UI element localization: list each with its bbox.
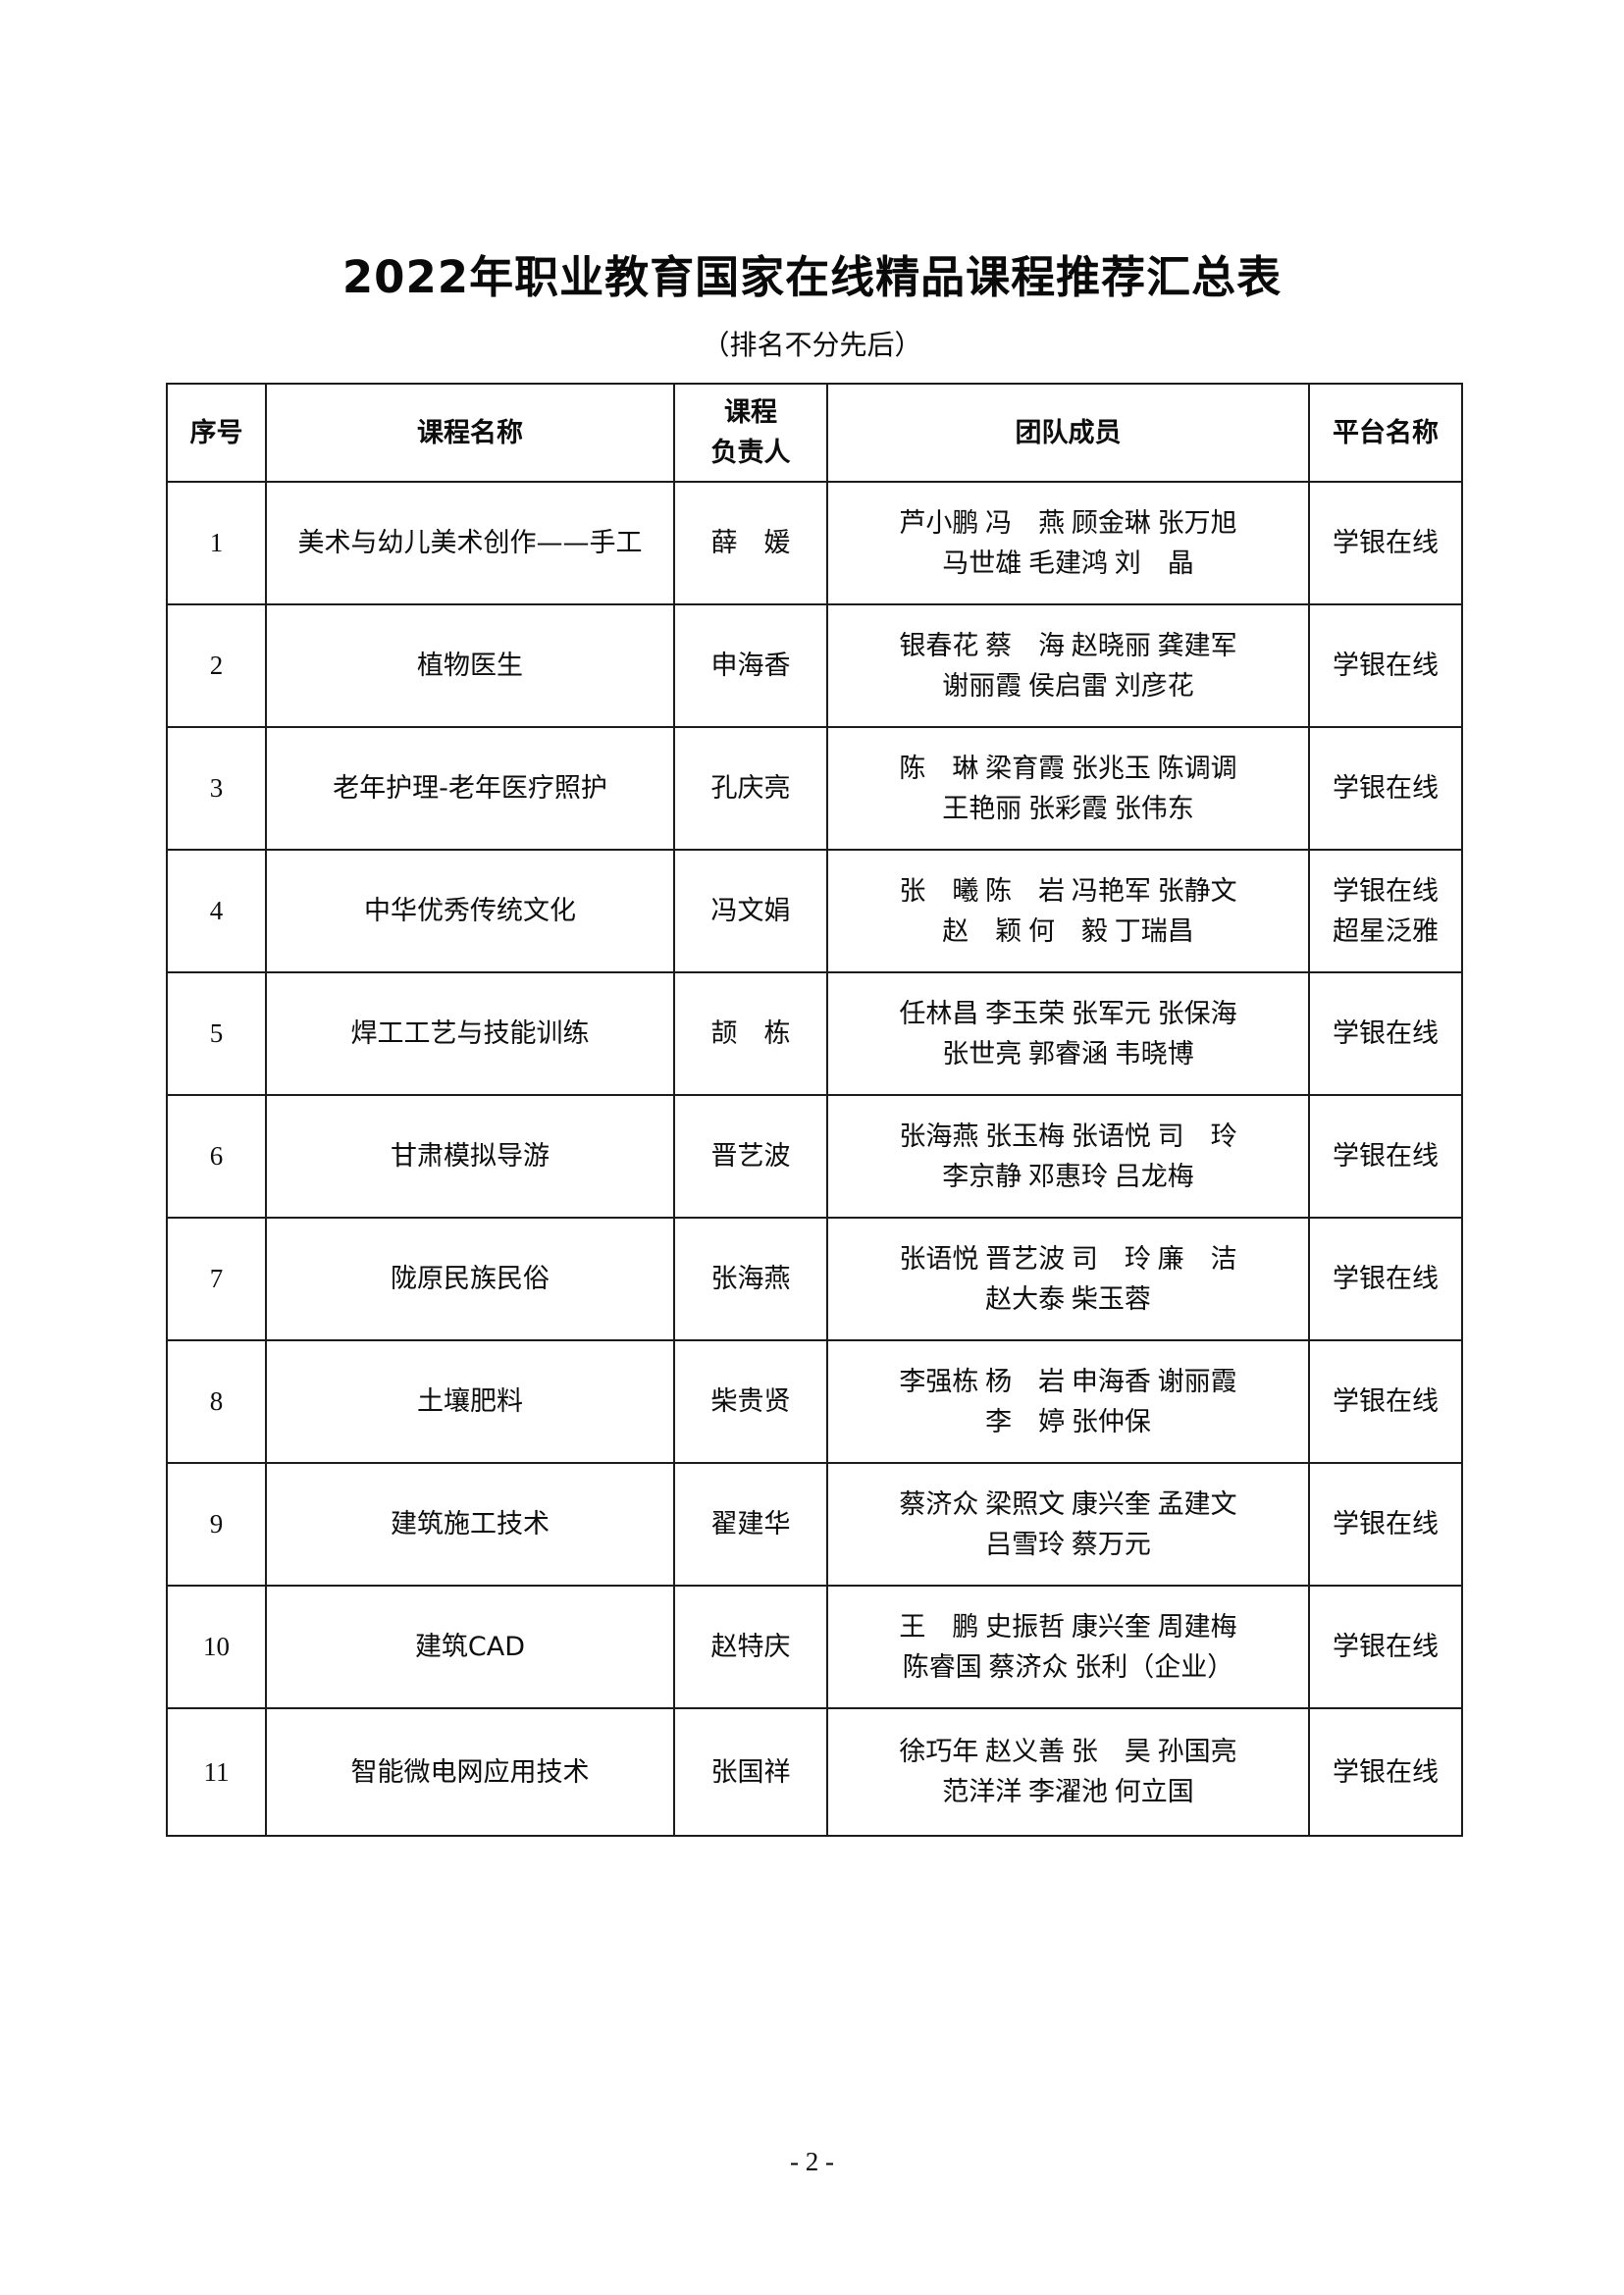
header-course-name: 课程名称 — [265, 383, 675, 483]
table-row: 5 焊工工艺与技能训练 颉 栋 任林昌 李玉荣 张军元 张保海 张世亮 郭睿涵 … — [166, 971, 1463, 1096]
platform-name: 学银在线 — [1308, 1339, 1463, 1464]
table-row: 2 植物医生 申海香 银春花 蔡 海 赵晓丽 龚建军 谢丽霞 侯启雷 刘彦花 学… — [166, 603, 1463, 728]
table-row: 4 中华优秀传统文化 冯文娟 张 曦 陈 岩 冯艳军 张静文 赵 颖 何 毅 丁… — [166, 849, 1463, 973]
row-no: 7 — [166, 1217, 267, 1341]
course-leader: 申海香 — [673, 603, 828, 728]
course-leader: 翟建华 — [673, 1462, 828, 1587]
course-name: 植物医生 — [265, 603, 675, 728]
platform-name: 学银在线 — [1308, 1094, 1463, 1219]
course-name: 甘肃模拟导游 — [265, 1094, 675, 1219]
course-name: 陇原民族民俗 — [265, 1217, 675, 1341]
platform-name: 学银在线 — [1308, 1585, 1463, 1709]
header-platform-name: 平台名称 — [1308, 383, 1463, 483]
table-row: 11 智能微电网应用技术 张国祥 徐巧年 赵义善 张 昊 孙国亮 范洋洋 李濯池… — [166, 1707, 1463, 1837]
row-no: 6 — [166, 1094, 267, 1219]
team-members: 张语悦 晋艺波 司 玲 廉 洁 赵大泰 柴玉蓉 — [826, 1217, 1310, 1341]
course-leader: 赵特庆 — [673, 1585, 828, 1709]
course-name: 建筑CAD — [265, 1585, 675, 1709]
table-header-row: 序号 课程名称 课程 负责人 团队成员 平台名称 — [166, 383, 1463, 483]
platform-name: 学银在线 — [1308, 603, 1463, 728]
row-no: 1 — [166, 481, 267, 605]
course-name: 美术与幼儿美术创作——手工 — [265, 481, 675, 605]
team-members: 任林昌 李玉荣 张军元 张保海 张世亮 郭睿涵 韦晓博 — [826, 971, 1310, 1096]
team-members: 李强栋 杨 岩 申海香 谢丽霞 李 婷 张仲保 — [826, 1339, 1310, 1464]
course-name: 智能微电网应用技术 — [265, 1707, 675, 1837]
row-no: 9 — [166, 1462, 267, 1587]
course-leader: 张国祥 — [673, 1707, 828, 1837]
course-name: 土壤肥料 — [265, 1339, 675, 1464]
header-team-members: 团队成员 — [826, 383, 1310, 483]
row-no: 10 — [166, 1585, 267, 1709]
row-no: 11 — [166, 1707, 267, 1837]
platform-name: 学银在线 — [1308, 1217, 1463, 1341]
platform-name: 学银在线 超星泛雅 — [1308, 849, 1463, 973]
course-name: 老年护理-老年医疗照护 — [265, 726, 675, 851]
row-no: 8 — [166, 1339, 267, 1464]
row-no: 4 — [166, 849, 267, 973]
team-members: 银春花 蔡 海 赵晓丽 龚建军 谢丽霞 侯启雷 刘彦花 — [826, 603, 1310, 728]
course-leader: 孔庆亮 — [673, 726, 828, 851]
row-no: 3 — [166, 726, 267, 851]
course-leader: 柴贵贤 — [673, 1339, 828, 1464]
course-name: 焊工工艺与技能训练 — [265, 971, 675, 1096]
table-row: 3 老年护理-老年医疗照护 孔庆亮 陈 琳 梁育霞 张兆玉 陈调调 王艳丽 张彩… — [166, 726, 1463, 851]
team-members: 王 鹏 史振哲 康兴奎 周建梅 陈睿国 蔡济众 张利（企业） — [826, 1585, 1310, 1709]
course-leader: 张海燕 — [673, 1217, 828, 1341]
course-leader: 颉 栋 — [673, 971, 828, 1096]
page-subtitle: （排名不分先后） — [702, 331, 922, 361]
table-row: 1 美术与幼儿美术创作——手工 薛 媛 芦小鹏 冯 燕 顾金琳 张万旭 马世雄 … — [166, 481, 1463, 605]
course-name: 中华优秀传统文化 — [265, 849, 675, 973]
row-no: 2 — [166, 603, 267, 728]
platform-name: 学银在线 — [1308, 1462, 1463, 1587]
team-members: 芦小鹏 冯 燕 顾金琳 张万旭 马世雄 毛建鸿 刘 晶 — [826, 481, 1310, 605]
table-row: 10 建筑CAD 赵特庆 王 鹏 史振哲 康兴奎 周建梅 陈睿国 蔡济众 张利（… — [166, 1585, 1463, 1709]
course-name: 建筑施工技术 — [265, 1462, 675, 1587]
page-title: 2022年职业教育国家在线精品课程推荐汇总表 — [341, 251, 1283, 303]
team-members: 张 曦 陈 岩 冯艳军 张静文 赵 颖 何 毅 丁瑞昌 — [826, 849, 1310, 973]
team-members: 徐巧年 赵义善 张 昊 孙国亮 范洋洋 李濯池 何立国 — [826, 1707, 1310, 1837]
platform-name: 学银在线 — [1308, 726, 1463, 851]
platform-name: 学银在线 — [1308, 481, 1463, 605]
row-no: 5 — [166, 971, 267, 1096]
page-number: - 2 - — [790, 2147, 834, 2176]
table-row: 7 陇原民族民俗 张海燕 张语悦 晋艺波 司 玲 廉 洁 赵大泰 柴玉蓉 学银在… — [166, 1217, 1463, 1341]
platform-name: 学银在线 — [1308, 971, 1463, 1096]
team-members: 蔡济众 梁照文 康兴奎 孟建文 吕雪玲 蔡万元 — [826, 1462, 1310, 1587]
header-no: 序号 — [166, 383, 267, 483]
platform-name: 学银在线 — [1308, 1707, 1463, 1837]
course-summary-table: 序号 课程名称 课程 负责人 团队成员 平台名称 1 美术与幼儿美术创作——手工… — [166, 383, 1463, 1837]
header-course-leader: 课程 负责人 — [673, 383, 828, 483]
team-members: 张海燕 张玉梅 张语悦 司 玲 李京静 邓惠玲 吕龙梅 — [826, 1094, 1310, 1219]
course-leader: 薛 媛 — [673, 481, 828, 605]
course-leader: 晋艺波 — [673, 1094, 828, 1219]
course-leader: 冯文娟 — [673, 849, 828, 973]
table-row: 6 甘肃模拟导游 晋艺波 张海燕 张玉梅 张语悦 司 玲 李京静 邓惠玲 吕龙梅… — [166, 1094, 1463, 1219]
table-row: 8 土壤肥料 柴贵贤 李强栋 杨 岩 申海香 谢丽霞 李 婷 张仲保 学银在线 — [166, 1339, 1463, 1464]
table-row: 9 建筑施工技术 翟建华 蔡济众 梁照文 康兴奎 孟建文 吕雪玲 蔡万元 学银在… — [166, 1462, 1463, 1587]
team-members: 陈 琳 梁育霞 张兆玉 陈调调 王艳丽 张彩霞 张伟东 — [826, 726, 1310, 851]
